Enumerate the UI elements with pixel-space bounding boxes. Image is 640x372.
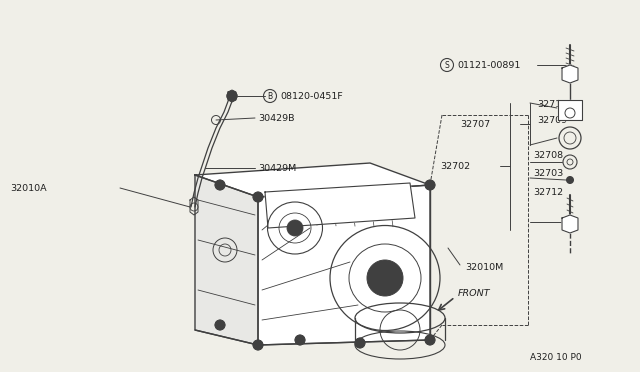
Polygon shape xyxy=(562,65,578,83)
Text: 30429B: 30429B xyxy=(258,113,294,122)
Text: B: B xyxy=(268,92,273,100)
Circle shape xyxy=(367,260,403,296)
Text: 32010A: 32010A xyxy=(10,183,47,192)
Circle shape xyxy=(215,320,225,330)
Text: 01121-00891: 01121-00891 xyxy=(457,61,520,70)
Text: 32702: 32702 xyxy=(440,161,470,170)
Circle shape xyxy=(215,180,225,190)
Polygon shape xyxy=(562,215,578,233)
Text: S: S xyxy=(445,61,449,70)
Polygon shape xyxy=(265,183,415,228)
Text: 32709: 32709 xyxy=(537,115,567,125)
Text: FRONT: FRONT xyxy=(458,289,490,298)
Circle shape xyxy=(355,338,365,348)
Text: 32710: 32710 xyxy=(537,99,567,109)
Text: 30429M: 30429M xyxy=(258,164,296,173)
Circle shape xyxy=(253,340,263,350)
Circle shape xyxy=(227,91,237,101)
Text: 32712: 32712 xyxy=(533,187,563,196)
Polygon shape xyxy=(558,100,582,120)
Circle shape xyxy=(425,335,435,345)
Text: 32707: 32707 xyxy=(460,119,490,128)
Polygon shape xyxy=(258,185,430,345)
Text: A320 10 P0: A320 10 P0 xyxy=(530,353,582,362)
Text: 08120-0451F: 08120-0451F xyxy=(280,92,343,100)
Circle shape xyxy=(253,192,263,202)
Polygon shape xyxy=(195,175,258,345)
Polygon shape xyxy=(195,163,430,197)
Text: 32010M: 32010M xyxy=(465,263,503,273)
Circle shape xyxy=(566,176,573,183)
Text: 32708: 32708 xyxy=(533,151,563,160)
Circle shape xyxy=(425,180,435,190)
Text: 32703: 32703 xyxy=(533,169,563,177)
Circle shape xyxy=(295,335,305,345)
Circle shape xyxy=(287,220,303,236)
